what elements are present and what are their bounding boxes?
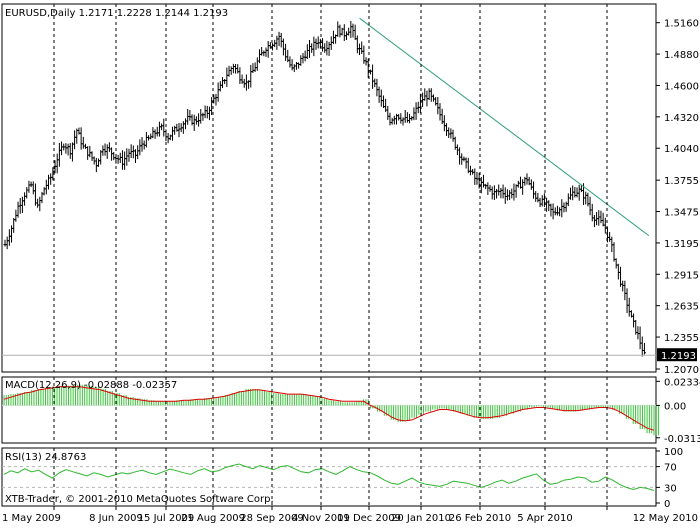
rsi-line bbox=[3, 463, 655, 491]
macd-signal-line bbox=[3, 386, 655, 431]
time-tick-label: 20 Jan 2010 bbox=[391, 513, 451, 524]
panel-frame bbox=[1, 3, 657, 373]
time-tick-label: 4 Nov 2009 bbox=[292, 513, 350, 524]
time-tick-label: 5 Apr 2010 bbox=[517, 513, 572, 524]
price-tick-label: 1.3195 bbox=[664, 239, 699, 250]
macd-tick-label: -0.03137 bbox=[664, 434, 700, 445]
time-tick-label: 15 Jul 2009 bbox=[138, 513, 195, 524]
price-tick-label: 1.5160 bbox=[664, 19, 699, 30]
time-tick-label: 12 May 2010 bbox=[633, 513, 698, 524]
time-tick-label: 21 Aug 2009 bbox=[181, 513, 245, 524]
price-tick-label: 1.2915 bbox=[664, 270, 699, 281]
panel-frame bbox=[1, 447, 657, 507]
current-price-label: 1.2193 bbox=[661, 351, 696, 362]
time-tick-label: 8 Jun 2009 bbox=[89, 513, 143, 524]
rsi-panel: 100 70 30 0 RSI(13) 24.8763 XTB-Trader, © 200… bbox=[1, 447, 683, 510]
rsi-label: RSI(13) 24.8763 bbox=[5, 452, 86, 463]
rsi-tick-label: 100 bbox=[664, 447, 683, 458]
rsi-tick-label: 70 bbox=[664, 463, 677, 474]
macd-tick-label: 0.02334 bbox=[664, 377, 700, 388]
time-tick-label: 1 May 2009 bbox=[2, 513, 61, 524]
time-tick-label: 28 Sep 2009 bbox=[240, 513, 303, 524]
time-tick-label: 26 Feb 2010 bbox=[449, 513, 511, 524]
price-tick-label: 1.4320 bbox=[664, 113, 699, 124]
panel-frame bbox=[1, 376, 657, 444]
price-bar bbox=[642, 342, 646, 355]
chart-title: EURUSD,Daily 1.2171 1.2228 1.2144 1.2193 bbox=[5, 8, 228, 19]
current-price-tag bbox=[657, 348, 697, 362]
price-tick-label: 1.4880 bbox=[664, 50, 699, 61]
price-tick-label: 1.4600 bbox=[664, 81, 699, 92]
watermark-text: XTB-Trader, © 2001-2010 MetaQuotes Softw… bbox=[5, 494, 274, 505]
price-panel: 1.5160 1.4880 1.4600 1.4320 1.4040 1.3755 1.34… bbox=[1, 3, 699, 376]
macd-label: MACD(12,26,9) -0.02888 -0.02357 bbox=[5, 380, 177, 391]
rsi-tick-label: 30 bbox=[664, 483, 677, 494]
trend-line bbox=[359, 17, 650, 237]
macd-tick-label: 0.00 bbox=[664, 401, 686, 412]
price-tick-label: 1.3755 bbox=[664, 176, 699, 187]
price-tick-label: 1.4040 bbox=[664, 144, 699, 155]
price-tick-label: 1.3475 bbox=[664, 208, 699, 219]
price-tick-label: 1.2635 bbox=[664, 302, 699, 313]
rsi-tick-label: 0 bbox=[664, 499, 670, 510]
price-tick-label: 1.2355 bbox=[664, 333, 699, 344]
time-tick-label: 11 Dec 2009 bbox=[337, 513, 401, 524]
price-tick-label: 1.2070 bbox=[664, 365, 699, 376]
macd-panel: 0.02334 0.00 -0.03137 MACD(12,26,9) -0.0288… bbox=[1, 376, 700, 445]
